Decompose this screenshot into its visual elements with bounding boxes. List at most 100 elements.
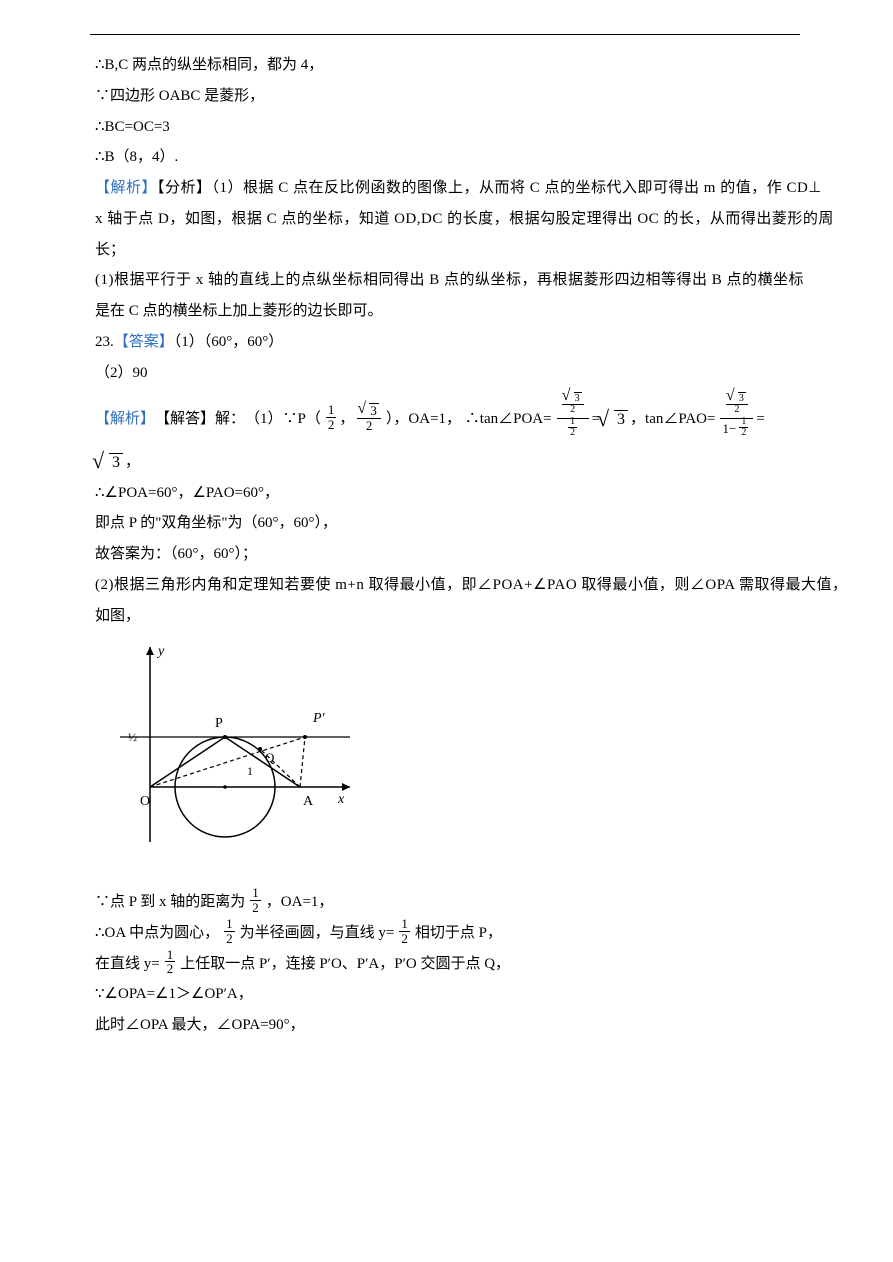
sqrt-icon: 3 bbox=[600, 410, 628, 429]
q23-solution-line1b: 3， bbox=[95, 447, 823, 478]
text-line: 在直线 y= 12 上任取一点 P′，连接 P′O、P′A，P′O 交圆于点 Q… bbox=[95, 949, 823, 980]
oa-eq: ），OA=1， ∴tan∠POA= bbox=[386, 404, 552, 435]
fraction-py: 3 2 bbox=[357, 402, 381, 432]
frac-num: 1 bbox=[326, 403, 337, 417]
prefix: ∵点 P 到 x 轴的距离为 bbox=[95, 887, 245, 918]
frac-den: 1− 1 2 bbox=[720, 418, 753, 441]
frac-num: 1 bbox=[165, 948, 176, 962]
mid: 为半径画圆，与直线 y= bbox=[240, 918, 395, 949]
frac-den: 2 bbox=[399, 931, 410, 946]
svg-text:Q: Q bbox=[265, 750, 275, 765]
frac-den: 2 bbox=[326, 417, 337, 432]
fraction-half: 12 bbox=[399, 917, 410, 945]
analysis-open: 【分析】 bbox=[157, 180, 212, 196]
svg-text:A: A bbox=[303, 794, 314, 809]
text-line: 故答案为：（60°，60°）； bbox=[95, 539, 823, 570]
text-line: ∵点 P 到 x 轴的距离为 12 ，OA=1， bbox=[95, 887, 823, 918]
nested-frac: 3 2 bbox=[562, 392, 584, 416]
prefix: 在直线 y= bbox=[95, 949, 160, 980]
svg-text:P': P' bbox=[312, 711, 326, 726]
frac-num: 3 2 bbox=[557, 394, 589, 418]
fraction-tanpao: 3 2 1− 1 2 bbox=[720, 394, 753, 441]
frac-num: 3 bbox=[357, 402, 381, 418]
analysis-line: 长； bbox=[95, 235, 823, 266]
figure-container: ½OAPP'Q1xy bbox=[95, 637, 823, 879]
text-span: （1）根据 C 点在反比例函数的图像上，从而将 C 点的坐标代入即可得出 m 的… bbox=[212, 180, 822, 196]
frac-den: 2 bbox=[739, 427, 748, 439]
comma: ， bbox=[339, 404, 354, 435]
frac-num: 3 bbox=[562, 392, 584, 404]
svg-text:O: O bbox=[140, 794, 150, 809]
header-rule bbox=[90, 34, 800, 35]
frac-den: 2 bbox=[562, 404, 584, 416]
text-line: 如图， bbox=[95, 601, 823, 632]
tan-pao-prefix: ，tan∠PAO= bbox=[630, 404, 715, 435]
suffix: ，OA=1， bbox=[266, 887, 334, 918]
svg-text:x: x bbox=[337, 792, 345, 807]
radicand: 3 bbox=[614, 410, 628, 429]
frac-num: 3 2 bbox=[720, 394, 753, 418]
sqrt-icon: 3 bbox=[728, 392, 746, 404]
fraction-half: 12 bbox=[165, 948, 176, 976]
text-line: 即点 P 的"双角坐标"为（60°，60°）， bbox=[95, 508, 823, 539]
frac-num: 3 bbox=[726, 392, 748, 404]
p-prefix: （1）∵P（ bbox=[245, 404, 321, 435]
radicand: 3 bbox=[574, 392, 582, 404]
geometry-figure: ½OAPP'Q1xy bbox=[95, 637, 355, 867]
text-line: ∵四边形 OABC 是菱形， bbox=[95, 81, 823, 112]
nested-frac: 1 2 bbox=[739, 417, 748, 439]
radicand: 3 bbox=[738, 392, 746, 404]
q23-answer-2: （2）90 bbox=[95, 358, 823, 389]
frac-num: 1 bbox=[224, 917, 235, 931]
analysis-label: 【解析】 bbox=[95, 404, 155, 435]
answer-part2-value: 90 bbox=[133, 365, 148, 381]
question-number: 23. bbox=[95, 334, 114, 350]
svg-text:P: P bbox=[215, 716, 223, 731]
frac-den: 2 bbox=[224, 931, 235, 946]
text-line: ∴∠POA=60°，∠PAO=60°， bbox=[95, 478, 823, 509]
sqrt-icon: 3 bbox=[95, 453, 123, 472]
frac-den: 2 bbox=[568, 427, 577, 439]
svg-text:1: 1 bbox=[247, 764, 253, 778]
frac-den: 1 2 bbox=[557, 418, 589, 441]
answer-label: 【答案】 bbox=[114, 334, 174, 350]
frac-den: 2 bbox=[726, 404, 748, 416]
svg-text:y: y bbox=[156, 644, 165, 659]
tail-eq: = bbox=[756, 404, 764, 435]
analysis-line: 是在 C 点的横坐标上加上菱形的边长即可。 bbox=[95, 296, 823, 327]
analysis-line: 【解析】【分析】（1）根据 C 点在反比例函数的图像上，从而将 C 点的坐标代入… bbox=[95, 173, 823, 204]
text-line: ∴B（8，4）. bbox=[95, 142, 823, 173]
frac-num: 1 bbox=[739, 417, 748, 428]
page-root: ∴B,C 两点的纵坐标相同，都为 4， ∵四边形 OABC 是菱形， ∴BC=O… bbox=[0, 0, 893, 1262]
answer-part1: （1）（60°，60°） bbox=[174, 334, 284, 350]
one: 1 bbox=[722, 421, 729, 436]
q23-answer-1: 23.【答案】（1）（60°，60°） bbox=[95, 327, 823, 358]
nested-frac: 3 2 bbox=[726, 392, 748, 416]
frac-den: 2 bbox=[357, 418, 381, 433]
text-line: ∴BC=OC=3 bbox=[95, 112, 823, 143]
solve-label: 解： bbox=[215, 404, 245, 435]
analysis-line: (1)根据平行于 x 轴的直线上的点纵坐标相同得出 B 点的纵坐标，再根据菱形四… bbox=[95, 265, 823, 296]
suffix: 上任取一点 P′，连接 P′O、P′A，P′O 交圆于点 Q， bbox=[180, 949, 510, 980]
q23-solution-line1: 【解析】【解答】解：（1）∵P（ 1 2 ， 3 2 ），OA=1， ∴tan∠… bbox=[95, 396, 823, 443]
prefix: ∴OA 中点为圆心， bbox=[95, 918, 219, 949]
frac-num: 1 bbox=[568, 417, 577, 428]
comma: ， bbox=[125, 447, 140, 478]
frac-den: 2 bbox=[165, 961, 176, 976]
fraction-half: 12 bbox=[224, 917, 235, 945]
analysis-line: x 轴于点 D，如图，根据 C 点的坐标，知道 OD,DC 的长度，根据勾股定理… bbox=[95, 204, 823, 235]
text-line: ∵∠OPA=∠1＞∠OP′A， bbox=[95, 979, 823, 1010]
analysis-label: 【解析】 bbox=[95, 180, 157, 196]
text-line: (2)根据三角形内角和定理知若要使 m+n 取得最小值，即∠POA+∠PAO 取… bbox=[95, 570, 823, 601]
suffix: 相切于点 P， bbox=[415, 918, 502, 949]
fraction-tanpoa: 3 2 1 2 bbox=[557, 394, 589, 441]
fraction-px: 1 2 bbox=[326, 403, 337, 431]
frac-num: 1 bbox=[399, 917, 410, 931]
fraction-half: 12 bbox=[250, 886, 261, 914]
nested-frac: 1 2 bbox=[568, 417, 577, 439]
frac-num: 1 bbox=[250, 886, 261, 900]
radicand: 3 bbox=[369, 403, 379, 418]
sqrt-icon: 3 bbox=[564, 392, 582, 404]
answer-part2-label: （2） bbox=[95, 365, 133, 381]
sqrt-icon: 3 bbox=[359, 403, 379, 418]
